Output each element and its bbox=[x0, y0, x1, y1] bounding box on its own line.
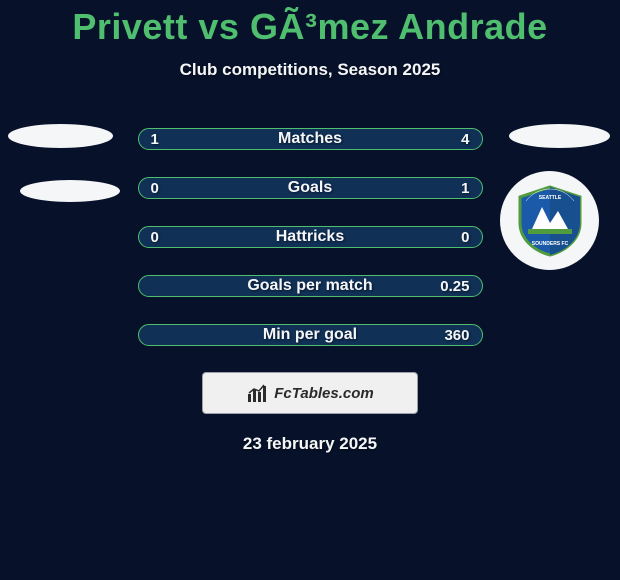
brand-text: FcTables.com bbox=[274, 385, 373, 402]
stat-right-value: 0 bbox=[461, 229, 469, 246]
stat-label: Goals per match bbox=[247, 277, 372, 295]
stat-left-value: 0 bbox=[151, 180, 159, 197]
stat-row-goals: 0 Goals 1 bbox=[138, 177, 483, 199]
svg-text:SEATTLE: SEATTLE bbox=[538, 195, 561, 201]
subtitle: Club competitions, Season 2025 bbox=[0, 60, 620, 80]
stat-label: Goals bbox=[288, 179, 332, 197]
player2-name: GÃ³mez Andrade bbox=[250, 6, 548, 47]
stat-label: Min per goal bbox=[263, 326, 357, 344]
player1-club-logo-placeholder bbox=[8, 124, 113, 148]
stat-label: Matches bbox=[278, 130, 342, 148]
stat-right-value: 4 bbox=[461, 131, 469, 148]
player1-name: Privett bbox=[72, 6, 188, 47]
stat-row-hattricks: 0 Hattricks 0 bbox=[138, 226, 483, 248]
comparison-card: Privett vs GÃ³mez Andrade Club competiti… bbox=[0, 0, 620, 580]
bar-chart-icon bbox=[246, 382, 268, 404]
page-title: Privett vs GÃ³mez Andrade bbox=[0, 0, 620, 48]
brand-badge: FcTables.com bbox=[202, 372, 418, 414]
vs-separator: vs bbox=[198, 6, 239, 47]
stat-left-value: 1 bbox=[151, 131, 159, 148]
stat-row-goals-per-match: Goals per match 0.25 bbox=[138, 275, 483, 297]
stat-right-value: 0.25 bbox=[440, 278, 469, 295]
stat-row-matches: 1 Matches 4 bbox=[138, 128, 483, 150]
stat-label: Hattricks bbox=[276, 228, 344, 246]
date-label: 23 february 2025 bbox=[0, 434, 620, 454]
stat-left-value: 0 bbox=[151, 229, 159, 246]
stat-row-min-per-goal: Min per goal 360 bbox=[138, 324, 483, 346]
player1-club-logo-placeholder-2 bbox=[20, 180, 120, 202]
svg-text:SOUNDERS FC: SOUNDERS FC bbox=[531, 241, 568, 247]
stat-right-value: 360 bbox=[444, 327, 469, 344]
player2-club-logo-placeholder bbox=[509, 124, 610, 148]
sounders-crest-icon: SEATTLE SOUNDERS FC bbox=[512, 183, 588, 259]
stat-right-value: 1 bbox=[461, 180, 469, 197]
player2-club-crest: SEATTLE SOUNDERS FC bbox=[500, 171, 599, 270]
